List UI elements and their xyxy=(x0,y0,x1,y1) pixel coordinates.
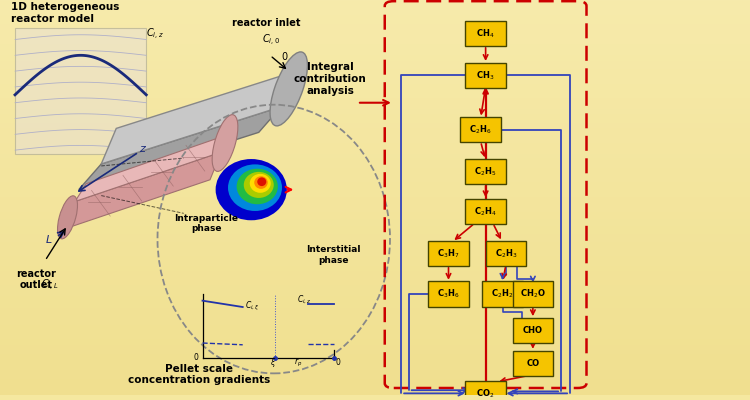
Text: C$_3$H$_7$: C$_3$H$_7$ xyxy=(437,247,460,260)
Text: $\xi$: $\xi$ xyxy=(270,356,276,369)
Polygon shape xyxy=(79,107,281,190)
Ellipse shape xyxy=(228,164,282,211)
FancyBboxPatch shape xyxy=(428,282,469,307)
Text: CO$_2$: CO$_2$ xyxy=(476,387,495,400)
Text: C$_2$H$_2$: C$_2$H$_2$ xyxy=(491,288,514,300)
Ellipse shape xyxy=(212,115,238,172)
FancyBboxPatch shape xyxy=(465,159,506,184)
Text: $C_{i,0}$: $C_{i,0}$ xyxy=(262,33,280,48)
Text: CO: CO xyxy=(526,359,539,368)
Text: C$_2$H$_3$: C$_2$H$_3$ xyxy=(494,247,517,260)
FancyBboxPatch shape xyxy=(428,241,469,266)
Text: Interstitial
phase: Interstitial phase xyxy=(307,245,361,264)
FancyBboxPatch shape xyxy=(460,117,501,142)
Text: 1D heterogeneous
reactor model: 1D heterogeneous reactor model xyxy=(11,2,120,24)
Text: C$_2$H$_4$: C$_2$H$_4$ xyxy=(474,205,497,218)
FancyBboxPatch shape xyxy=(465,381,506,400)
Ellipse shape xyxy=(237,169,278,204)
Polygon shape xyxy=(101,71,296,164)
Text: Pellet scale
concentration gradients: Pellet scale concentration gradients xyxy=(128,364,270,385)
Text: $C_{i,L}$: $C_{i,L}$ xyxy=(41,278,58,293)
Text: reactor
outlet: reactor outlet xyxy=(16,269,56,290)
Ellipse shape xyxy=(244,172,274,198)
FancyBboxPatch shape xyxy=(482,282,523,307)
Text: C$_3$H$_6$: C$_3$H$_6$ xyxy=(437,288,460,300)
Text: 0: 0 xyxy=(281,52,287,62)
Text: Integral
contribution
analysis: Integral contribution analysis xyxy=(294,62,366,96)
Polygon shape xyxy=(64,152,221,229)
Text: $r_p$: $r_p$ xyxy=(294,357,302,369)
Text: $C_{i,z}$: $C_{i,z}$ xyxy=(146,27,164,42)
Polygon shape xyxy=(15,28,146,154)
Text: 0: 0 xyxy=(335,358,340,367)
Text: $z$: $z$ xyxy=(139,144,147,154)
Polygon shape xyxy=(75,134,229,202)
Ellipse shape xyxy=(270,52,308,126)
Text: 0: 0 xyxy=(194,353,199,362)
Text: CH$_2$O: CH$_2$O xyxy=(520,288,546,300)
Text: CH$_4$: CH$_4$ xyxy=(476,27,495,40)
FancyBboxPatch shape xyxy=(465,199,506,224)
Text: CHO: CHO xyxy=(523,326,543,335)
FancyBboxPatch shape xyxy=(513,318,553,343)
Ellipse shape xyxy=(254,176,268,189)
FancyBboxPatch shape xyxy=(513,282,553,307)
Ellipse shape xyxy=(250,174,271,193)
FancyBboxPatch shape xyxy=(465,63,506,88)
Text: $L$: $L$ xyxy=(45,233,53,245)
Ellipse shape xyxy=(257,178,266,186)
FancyBboxPatch shape xyxy=(465,21,506,46)
Text: reactor inlet: reactor inlet xyxy=(232,18,301,28)
Ellipse shape xyxy=(216,159,286,220)
Text: $C_{i,\xi}$: $C_{i,\xi}$ xyxy=(244,300,260,314)
FancyBboxPatch shape xyxy=(513,350,553,376)
Text: Intraparticle
phase: Intraparticle phase xyxy=(174,214,238,233)
Text: $C_{i,z}$: $C_{i,z}$ xyxy=(297,293,312,306)
Ellipse shape xyxy=(58,196,77,239)
Text: C$_2$H$_6$: C$_2$H$_6$ xyxy=(470,124,492,136)
Text: CH$_3$: CH$_3$ xyxy=(476,69,495,82)
FancyBboxPatch shape xyxy=(486,241,526,266)
Text: C$_2$H$_5$: C$_2$H$_5$ xyxy=(475,165,496,178)
